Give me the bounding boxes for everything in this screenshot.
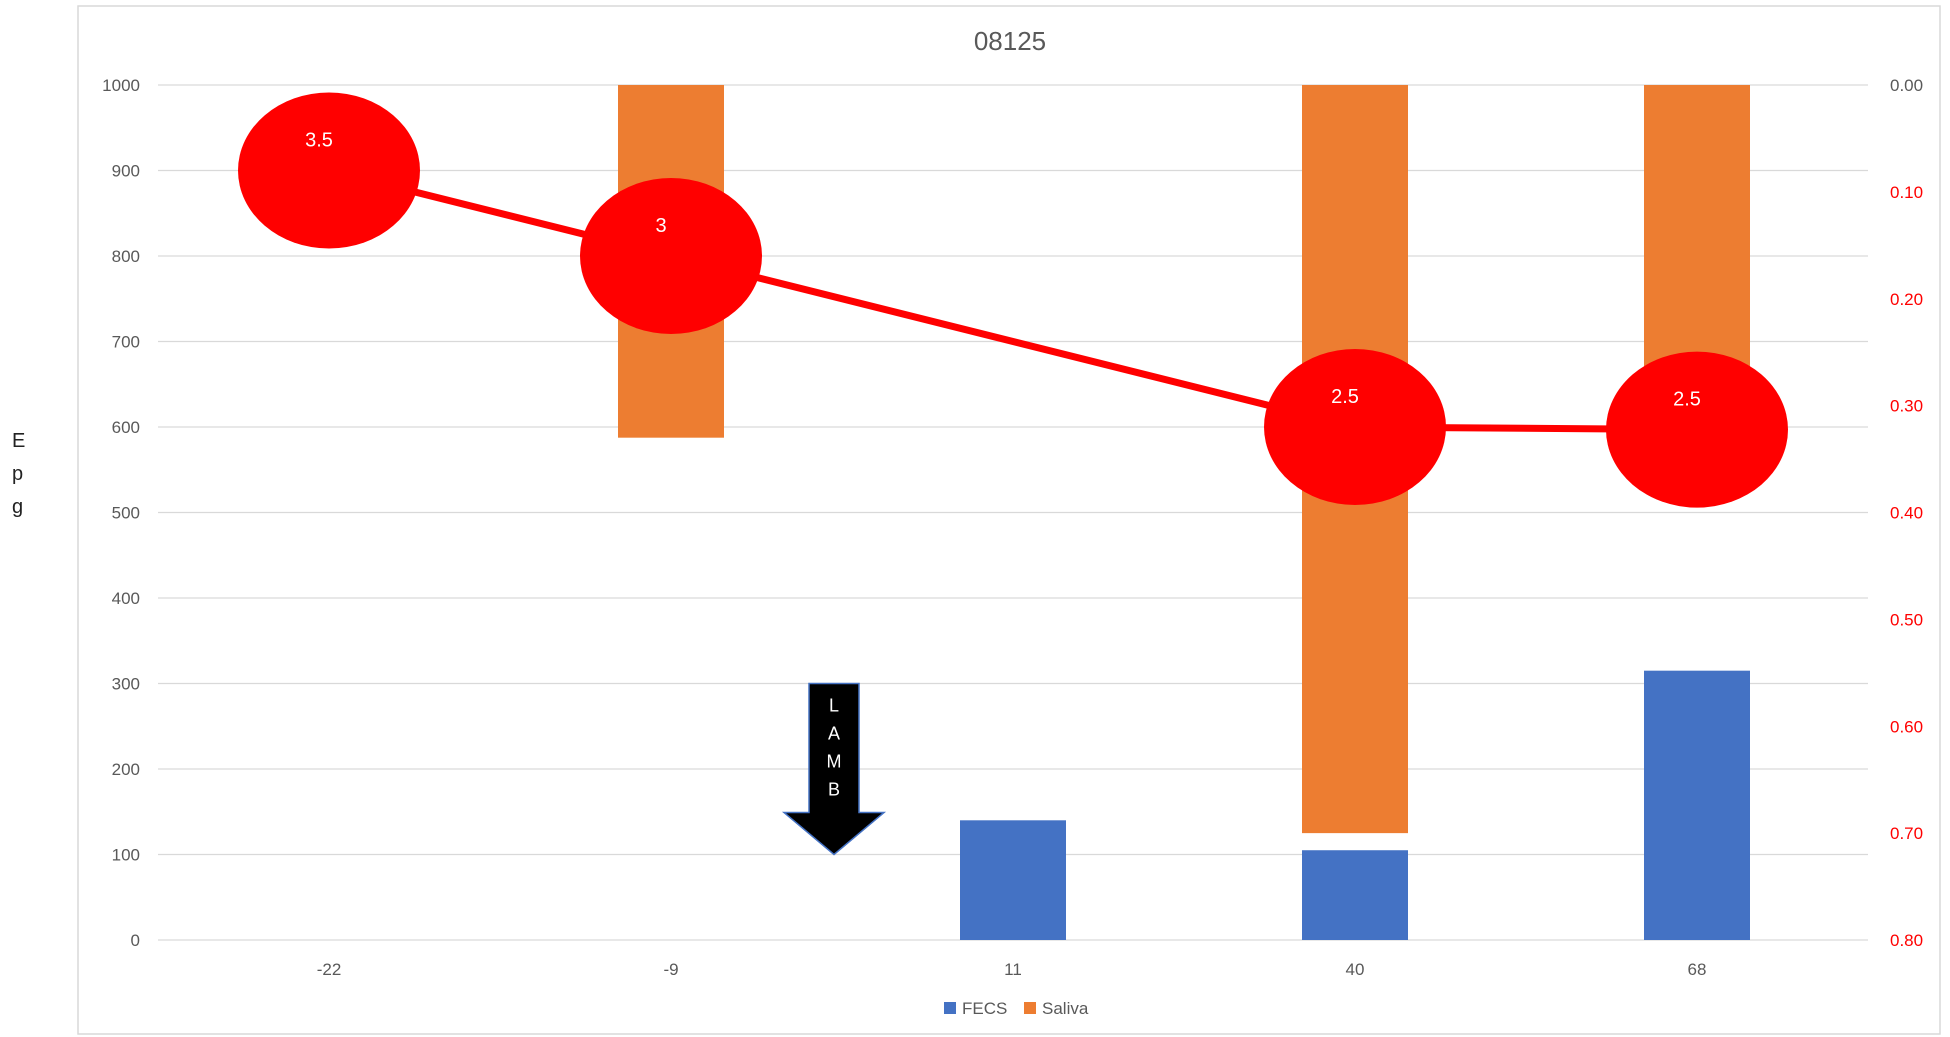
y2-tick-label: 0.10 <box>1890 183 1923 202</box>
x-tick-label: 40 <box>1346 960 1365 979</box>
x-tick-label: 11 <box>1004 960 1022 979</box>
y-axis-label-letter: p <box>12 463 24 485</box>
y2-tick-label: 0.30 <box>1890 397 1923 416</box>
y-tick-label: 900 <box>112 162 140 181</box>
bar-fecs-11 <box>960 820 1066 940</box>
line-point--9 <box>580 178 762 334</box>
y2-tick-label: 0.50 <box>1890 610 1923 629</box>
y-tick-label: 1000 <box>102 76 140 95</box>
chart-title: 08125 <box>974 26 1046 56</box>
x-tick-label: -22 <box>317 960 342 979</box>
y2-tick-label: 0.20 <box>1890 290 1923 309</box>
y-tick-label: 700 <box>112 333 140 352</box>
x-tick-label: 68 <box>1688 960 1707 979</box>
y-tick-label: 600 <box>112 418 140 437</box>
line-point-label: 2.5 <box>1673 389 1701 411</box>
y-tick-label: 800 <box>112 247 140 266</box>
y-tick-label: 300 <box>112 675 140 694</box>
x-tick-label: -9 <box>663 960 678 979</box>
legend-swatch-fecs <box>944 1002 956 1014</box>
y-tick-label: 200 <box>112 760 140 779</box>
y2-tick-label: 0.70 <box>1890 824 1923 843</box>
y-axis-right: 0.00 0.10 0.20 0.30 0.40 0.50 0.60 0.70 0.80 <box>1890 76 1923 950</box>
arrow-label-letter: M <box>827 752 842 772</box>
y-tick-label: 0 <box>131 931 140 950</box>
y-axis-label-letter: E <box>12 430 26 452</box>
line-point-label: 3 <box>655 215 666 237</box>
arrow-label-letter: B <box>828 780 840 800</box>
legend-label-fecs: FECS <box>962 999 1007 1018</box>
y-tick-label: 100 <box>112 846 140 865</box>
y-tick-label: 500 <box>112 504 140 523</box>
y2-tick-label: 0.80 <box>1890 931 1923 950</box>
legend: FECS Saliva <box>944 999 1089 1018</box>
line-point-label: 3.5 <box>305 130 333 152</box>
line-point--22 <box>238 92 420 249</box>
line-point-68 <box>1606 351 1788 508</box>
bar-fecs-68 <box>1644 670 1750 940</box>
bar-fecs-40 <box>1302 850 1408 940</box>
line-point-label: 2.5 <box>1331 386 1359 408</box>
legend-swatch-saliva <box>1024 1002 1036 1014</box>
x-axis: -22 -9 11 40 68 <box>317 960 1707 979</box>
line-point-40 <box>1264 349 1446 505</box>
line-series: 3.5 3 2.5 2.5 <box>238 92 1788 508</box>
y-axis-label-letter: g <box>12 496 24 518</box>
y-tick-label: 400 <box>112 589 140 608</box>
y2-tick-label: 0.40 <box>1890 504 1923 523</box>
down-arrow-icon <box>781 682 887 856</box>
legend-label-saliva: Saliva <box>1042 999 1089 1018</box>
arrow-label-letter: A <box>828 724 840 744</box>
arrow-label-letter: L <box>829 696 839 716</box>
line-path <box>328 167 1698 434</box>
y2-tick-label: 0.60 <box>1890 717 1923 736</box>
y2-tick-label: 0.00 <box>1890 76 1923 95</box>
y-axis-left: 0 100 200 300 400 500 600 700 800 900 1000 <box>102 76 140 950</box>
